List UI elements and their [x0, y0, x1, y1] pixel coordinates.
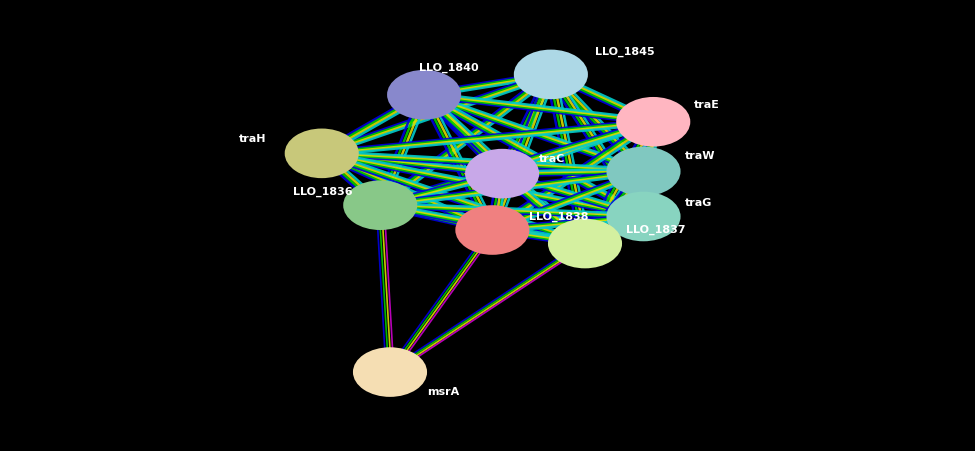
- Ellipse shape: [606, 147, 681, 196]
- Ellipse shape: [343, 180, 417, 230]
- Ellipse shape: [387, 70, 461, 120]
- Ellipse shape: [548, 219, 622, 268]
- Text: LLO_1840: LLO_1840: [419, 63, 479, 73]
- Text: LLO_1837: LLO_1837: [626, 225, 685, 235]
- Ellipse shape: [616, 97, 690, 147]
- Ellipse shape: [465, 149, 539, 198]
- Text: LLO_1838: LLO_1838: [529, 212, 589, 222]
- Ellipse shape: [353, 347, 427, 397]
- Text: LLO_1836: LLO_1836: [292, 187, 352, 197]
- Ellipse shape: [455, 205, 529, 255]
- Ellipse shape: [514, 50, 588, 99]
- Ellipse shape: [606, 192, 681, 241]
- Text: traW: traW: [684, 152, 715, 161]
- Text: LLO_1845: LLO_1845: [595, 47, 654, 57]
- Text: traC: traC: [539, 154, 566, 164]
- Text: traH: traH: [239, 134, 266, 144]
- Text: traE: traE: [694, 101, 721, 110]
- Text: traG: traG: [684, 198, 712, 208]
- Text: msrA: msrA: [427, 387, 459, 397]
- Ellipse shape: [285, 129, 359, 178]
